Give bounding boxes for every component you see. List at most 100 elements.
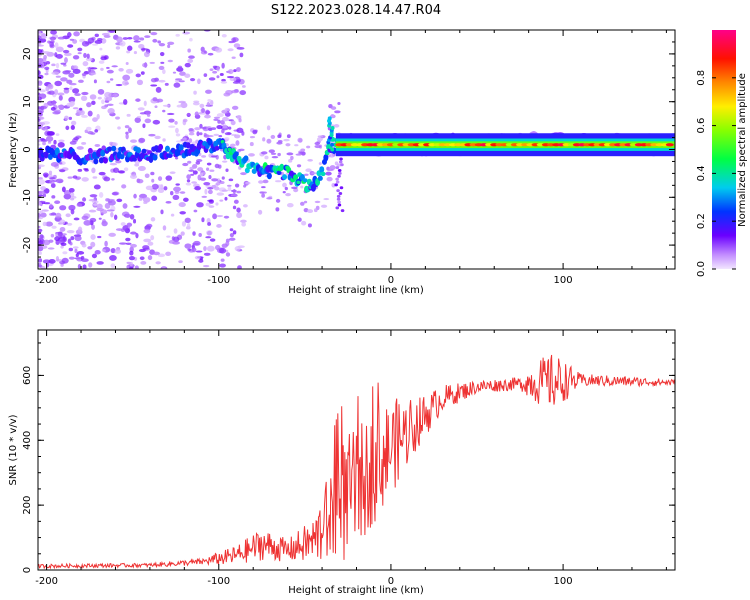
noise-point	[186, 113, 191, 116]
noise-point	[200, 46, 205, 52]
noise-point	[72, 107, 79, 110]
ridge-tail	[335, 180, 340, 184]
noise-point	[133, 40, 141, 43]
noise-point	[206, 245, 215, 252]
noise-point	[214, 244, 221, 251]
noise-point	[47, 141, 52, 144]
noise-point	[42, 141, 46, 146]
ridge-spike	[327, 116, 332, 121]
noise-point	[58, 95, 63, 101]
noise-point	[98, 217, 102, 220]
noise-point	[142, 123, 146, 129]
noise-point	[144, 173, 150, 179]
noise-point	[198, 259, 204, 263]
noise-point	[204, 114, 211, 119]
noise-point	[92, 43, 99, 46]
noise-point	[99, 191, 104, 198]
ridge-point	[158, 143, 164, 151]
noise-point	[125, 61, 129, 66]
noise-point	[81, 40, 90, 47]
noise-point	[205, 236, 212, 239]
noise-point	[205, 202, 211, 207]
noise-point	[186, 179, 191, 183]
noise-point	[122, 224, 129, 231]
noise-point	[258, 180, 264, 184]
noise-point	[206, 167, 210, 171]
ridge-point	[323, 154, 329, 162]
noise-point	[145, 185, 153, 191]
noise-point	[81, 91, 89, 96]
noise-point	[111, 93, 118, 97]
snr-ytick-label: 200	[22, 496, 33, 515]
ridge-point	[141, 148, 147, 154]
ridge-tail	[338, 191, 343, 195]
noise-point	[91, 100, 96, 106]
noise-point	[187, 248, 192, 251]
noise-point	[51, 71, 60, 75]
noise-point	[173, 82, 181, 88]
spec-xtick-label: -100	[207, 275, 230, 286]
noise-point	[213, 116, 221, 119]
spec-xtick-label: -200	[35, 275, 58, 286]
ridge-tail	[335, 166, 340, 170]
noise-point	[188, 128, 194, 132]
noise-point	[38, 258, 43, 263]
noise-point	[326, 176, 333, 182]
noise-point	[307, 158, 313, 162]
colorbar-gradient	[712, 30, 736, 269]
noise-point	[69, 242, 73, 246]
noise-point	[176, 104, 182, 108]
noise-point	[224, 132, 232, 136]
ridge-tail	[340, 209, 345, 213]
noise-point	[72, 246, 79, 249]
noise-point	[227, 186, 232, 192]
noise-point	[208, 127, 213, 131]
noise-point	[331, 182, 336, 188]
noise-point	[294, 144, 299, 147]
noise-point	[219, 199, 224, 202]
noise-point	[124, 125, 130, 129]
noise-point	[115, 83, 123, 87]
noise-point	[40, 105, 47, 110]
noise-point	[241, 222, 247, 227]
noise-point	[38, 70, 41, 76]
noise-point	[50, 30, 57, 35]
noise-point	[64, 70, 72, 73]
noise-point	[136, 178, 144, 184]
spec-ytick-label: 20	[22, 48, 33, 61]
noise-point	[87, 246, 93, 250]
snr-ytick-label: 600	[22, 366, 33, 385]
noise-point	[172, 194, 180, 200]
noise-point	[205, 110, 211, 115]
noise-point	[179, 211, 186, 215]
noise-point	[94, 129, 99, 133]
noise-point	[49, 212, 54, 216]
noise-point	[91, 167, 96, 174]
noise-point	[89, 217, 97, 223]
noise-point	[45, 60, 51, 65]
noise-point	[72, 175, 78, 179]
noise-point	[165, 251, 172, 257]
noise-point	[208, 175, 212, 180]
noise-point	[81, 72, 87, 77]
noise-point	[81, 177, 89, 182]
noise-point	[38, 190, 46, 195]
noise-point	[188, 138, 193, 144]
noise-point	[162, 225, 167, 231]
noise-point	[126, 50, 131, 54]
noise-point	[54, 200, 61, 205]
noise-point	[230, 194, 236, 197]
noise-point	[69, 38, 75, 41]
noise-point	[186, 223, 191, 228]
noise-point	[235, 140, 240, 146]
noise-point	[115, 228, 123, 231]
noise-point	[217, 119, 221, 124]
noise-point	[303, 200, 308, 204]
noise-point	[252, 129, 258, 135]
noise-point	[41, 209, 49, 212]
noise-point	[50, 183, 56, 188]
noise-point	[165, 200, 172, 204]
noise-point	[55, 54, 63, 59]
noise-point	[102, 219, 106, 224]
noise-point	[221, 176, 225, 180]
